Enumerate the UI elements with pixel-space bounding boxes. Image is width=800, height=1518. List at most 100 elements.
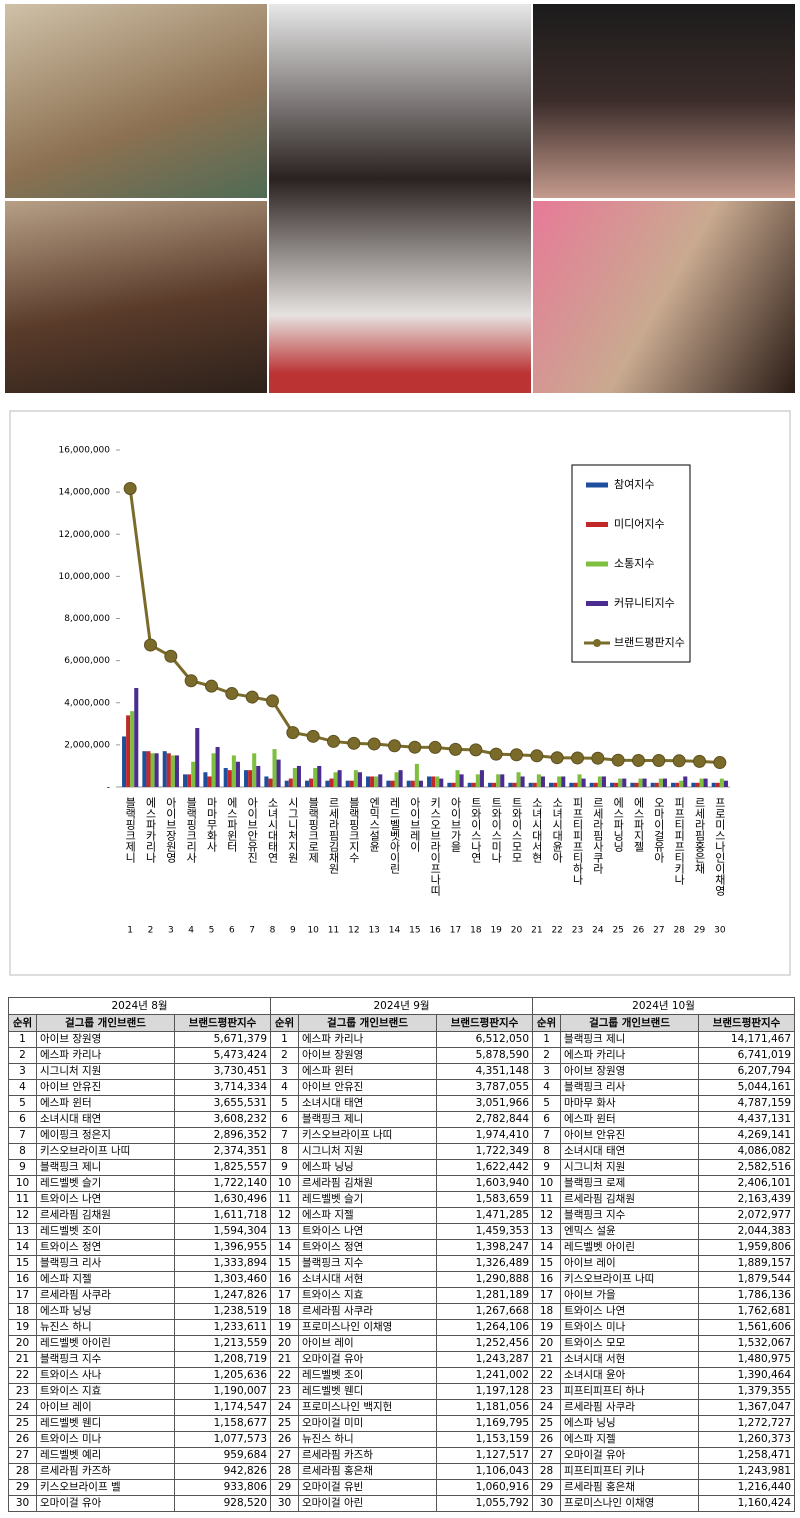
rank: 30 — [270, 1495, 300, 1512]
brand-name: 키스오브라이프 나띠 — [298, 1127, 438, 1144]
bar — [154, 753, 159, 787]
brand-name: 트와이스 나연 — [560, 1303, 700, 1320]
bar — [642, 778, 647, 787]
rank: 11 — [8, 1191, 37, 1208]
rank: 19 — [270, 1319, 300, 1336]
brand-name: 소녀시대 태연 — [298, 1095, 438, 1112]
brand-index: 1,326,489 — [436, 1255, 534, 1272]
column-header: 걸그룹 개인브랜드 — [560, 1014, 700, 1032]
x-tick-label: 트와이스나연 — [469, 797, 482, 863]
bar — [654, 782, 659, 787]
brand-index: 1,153,159 — [436, 1431, 534, 1448]
brand-name: 트와이스 정연 — [36, 1239, 175, 1256]
x-tick-label: 에스파윈터 — [225, 797, 238, 852]
bar — [166, 753, 171, 787]
bar — [370, 776, 375, 787]
marker — [347, 736, 361, 750]
brand-name: 오마이걸 유아 — [560, 1447, 700, 1464]
rank-label: 8 — [270, 926, 276, 936]
brand-name: 피프티피프티 키나 — [560, 1463, 700, 1480]
brand-index: 959,684 — [173, 1447, 272, 1464]
brand-name: 아이브 장원영 — [560, 1063, 700, 1080]
brand-name: 아이브 가을 — [560, 1287, 700, 1304]
rank: 26 — [8, 1431, 37, 1448]
brand-index: 1,238,519 — [173, 1303, 272, 1320]
brand-name: 아이브 레이 — [36, 1399, 175, 1416]
rank: 14 — [532, 1239, 562, 1256]
brand-index: 1,762,681 — [698, 1303, 796, 1320]
rank-label: 15 — [409, 926, 420, 936]
brand-index: 1,303,460 — [173, 1271, 272, 1288]
table-row: 27 레드벨벳 예리 959,684 27 르세라핌 카즈하 1,127,517 27 오마이… — [8, 1447, 796, 1464]
bar — [581, 778, 586, 787]
bar — [349, 780, 354, 787]
rank: 5 — [532, 1095, 562, 1112]
y-tick-label: 4,000,000 — [64, 698, 110, 708]
rank: 22 — [8, 1367, 37, 1384]
bar — [252, 753, 257, 787]
brand-index: 1,127,517 — [436, 1447, 534, 1464]
bar — [187, 774, 192, 787]
rank-label: 25 — [612, 926, 623, 936]
brand-name: 레드벨벳 슬기 — [36, 1175, 175, 1192]
month-header-row: 2024년 8월 2024년 9월 2024년 10월 — [7, 997, 796, 1015]
brand-index: 2,072,977 — [698, 1207, 796, 1224]
rank: 18 — [8, 1303, 37, 1320]
brand-index: 6,512,050 — [436, 1031, 534, 1048]
x-tick-label: 에스파카리나 — [144, 797, 157, 863]
rank: 12 — [532, 1207, 562, 1224]
brand-index: 3,655,531 — [173, 1095, 272, 1112]
rank-label: 9 — [290, 926, 296, 936]
bar — [203, 772, 208, 787]
bar — [610, 782, 615, 787]
rank: 8 — [270, 1143, 300, 1160]
rank: 17 — [270, 1287, 300, 1304]
bar — [711, 782, 716, 787]
bar — [431, 776, 436, 787]
bar — [589, 782, 594, 787]
rank: 28 — [8, 1463, 37, 1480]
brand-index: 1,722,349 — [436, 1143, 534, 1160]
bar — [410, 780, 415, 787]
bar — [715, 782, 720, 787]
bar — [496, 774, 501, 787]
x-tick-label: 레드벨벳아이린 — [388, 797, 401, 874]
rank: 27 — [8, 1447, 37, 1464]
rank: 3 — [270, 1063, 300, 1080]
bar — [174, 755, 179, 787]
legend-swatch — [586, 482, 608, 488]
table-row: 10 레드벨벳 슬기 1,722,140 10 르세라핌 김채원 1,603,940 10 블… — [8, 1175, 796, 1192]
brand-name: 에스파 지젤 — [36, 1271, 175, 1288]
brand-index: 1,106,043 — [436, 1463, 534, 1480]
bar — [488, 782, 493, 787]
bar — [276, 759, 281, 787]
brand-name: 트와이스 사나 — [36, 1367, 175, 1384]
table-row: 16 에스파 지젤 1,303,460 16 소녀시대 서현 1,290,888 16 키스오… — [8, 1271, 796, 1288]
brand-name: 키스오브라이프 나띠 — [560, 1271, 700, 1288]
brand-name: 에스파 윈터 — [36, 1095, 175, 1112]
x-tick-label: 시그니처지원 — [286, 797, 299, 863]
brand-name: 오마이걸 유빈 — [298, 1479, 438, 1496]
rank: 23 — [532, 1383, 562, 1400]
rank: 9 — [532, 1159, 562, 1176]
brand-index: 1,174,547 — [173, 1399, 272, 1416]
table-row: 29 키스오브라이프 벨 933,806 29 오마이걸 유빈 1,060,916 29 르세… — [8, 1479, 796, 1496]
brand-index: 1,889,157 — [698, 1255, 796, 1272]
brand-index: 1,786,136 — [698, 1287, 796, 1304]
marker — [489, 747, 503, 761]
marker — [530, 749, 544, 763]
brand-index: 942,826 — [173, 1463, 272, 1480]
marker — [449, 742, 462, 756]
rank: 21 — [532, 1351, 562, 1368]
brand-index: 3,051,966 — [436, 1095, 534, 1112]
brand-name: 레드벨벳 아이린 — [36, 1335, 175, 1352]
rank: 4 — [8, 1079, 37, 1096]
brand-index: 6,741,019 — [698, 1047, 796, 1064]
brand-index: 4,787,159 — [698, 1095, 796, 1112]
bar — [345, 780, 350, 787]
bar — [500, 774, 505, 787]
brand-name: 르세라핌 김채원 — [560, 1191, 700, 1208]
legend-label: 커뮤니티지수 — [614, 597, 675, 610]
brand-name: 뉴진스 하니 — [36, 1319, 175, 1336]
brand-name: 블랙핑크 지수 — [298, 1255, 438, 1272]
